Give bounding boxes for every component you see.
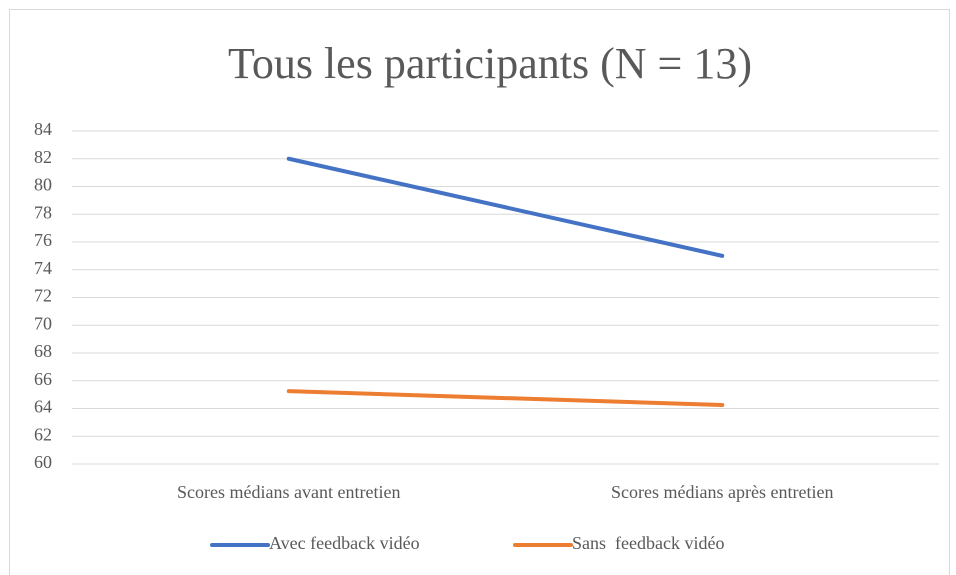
- y-tick-label: 76: [34, 230, 52, 250]
- y-tick-label: 82: [34, 147, 52, 167]
- x-tick-label: Scores médians après entretien: [611, 482, 833, 502]
- chart-title: Tous les participants (N = 13): [228, 39, 752, 88]
- series-line: [286, 389, 725, 408]
- y-tick-label: 62: [34, 424, 52, 444]
- y-tick-label: 66: [34, 369, 52, 389]
- y-tick-label: 74: [34, 258, 52, 278]
- y-tick-label: 84: [34, 119, 52, 139]
- y-tick-label: 70: [34, 313, 52, 333]
- y-tick-label: 64: [34, 397, 52, 417]
- y-tick-label: 78: [34, 202, 52, 222]
- chart-frame: [9, 9, 950, 575]
- y-tick-label: 60: [34, 452, 52, 472]
- y-tick-label: 80: [34, 175, 52, 195]
- y-tick-label: 72: [34, 286, 52, 306]
- legend-label: Avec feedback vidéo: [269, 533, 420, 553]
- legend-label: Sans feedback vidéo: [572, 533, 724, 553]
- x-tick-label: Scores médians avant entretien: [177, 482, 400, 502]
- y-tick-label: 68: [34, 341, 52, 361]
- series-line: [286, 156, 725, 258]
